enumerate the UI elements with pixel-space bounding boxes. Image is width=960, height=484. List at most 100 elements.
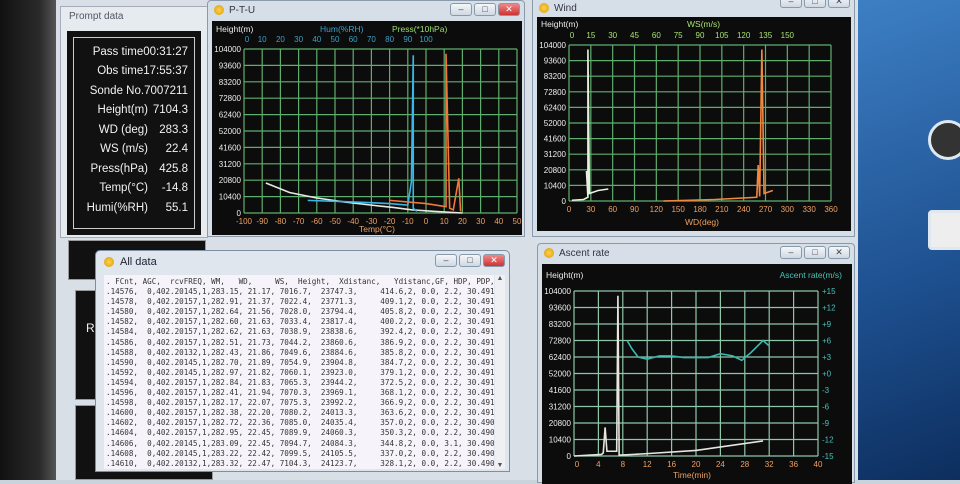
prompt-value: 00:31:27 — [143, 45, 188, 58]
wind-direction-trace — [663, 49, 774, 202]
prompt-row: Height(m) 7104.3 — [76, 101, 192, 121]
prompt-label: Pass time — [92, 45, 144, 58]
tick-label: +12 — [822, 304, 836, 313]
tick-label: 40 — [814, 460, 823, 469]
y2-axis-label: Ascent rate(m/s) — [780, 270, 843, 280]
prompt-row: Humi(%RH) 55.1 — [76, 198, 192, 218]
tick-label: 72800 — [549, 337, 572, 346]
maximize-button[interactable]: □ — [804, 246, 826, 259]
wind-speed-trace — [571, 49, 609, 202]
tick-label: -20 — [384, 217, 396, 226]
tick-label: 70 — [367, 35, 376, 44]
tick-label: -15 — [822, 452, 834, 461]
data-row: .14594, 0,402.20157,1,282.84, 21.83, 706… — [106, 377, 494, 387]
prompt-value: 22.4 — [165, 143, 188, 156]
tick-label: 10400 — [219, 193, 242, 202]
tick-label: 240 — [737, 205, 751, 214]
desktop-icon[interactable] — [928, 120, 960, 160]
y-axis-label: Height(m) — [216, 24, 253, 34]
tick-label: 32 — [765, 460, 774, 469]
data-row: .14588, 0,402.20132,1,282.43, 21.86, 704… — [106, 347, 494, 357]
minimize-button[interactable]: – — [450, 3, 472, 16]
tick-label: -30 — [366, 217, 378, 226]
wind-window: Wind – □ ✕ 0 10400 20800 31200 41600 52000 62400… — [532, 0, 855, 237]
status-label: R — [86, 321, 95, 335]
close-button[interactable]: ✕ — [498, 3, 520, 16]
close-button[interactable]: ✕ — [828, 246, 850, 259]
desktop-background — [858, 0, 960, 480]
tick-label: 15 — [586, 31, 595, 40]
tick-label: 210 — [715, 205, 729, 214]
prompt-label: Temp(°C) — [99, 182, 148, 195]
tick-label: 120 — [737, 31, 751, 40]
tick-label: 60 — [349, 35, 358, 44]
ascent-rate-trace — [626, 339, 770, 362]
ascent-rate-chart: 0104002080031200416005200062400728008320… — [542, 264, 852, 484]
prompt-value: 425.8 — [159, 162, 188, 175]
prompt-label: WS (m/s) — [100, 143, 148, 156]
data-text-area[interactable]: . FCnt, AGC, rcvFREQ, WM, WD, WS, Height… — [104, 275, 494, 469]
tick-label: 75 — [674, 31, 683, 40]
minimize-button[interactable]: – — [435, 254, 457, 267]
tick-label: 93600 — [544, 57, 567, 66]
tick-label: -60 — [311, 217, 323, 226]
tick-label: 16 — [667, 460, 676, 469]
tick-label: 360 — [824, 205, 838, 214]
data-row: .14580, 0,402.20157,1,282.64, 21.56, 702… — [106, 307, 494, 317]
tick-label: 41600 — [544, 135, 567, 144]
prompt-row: Press(hPa) 425.8 — [76, 159, 192, 179]
x-axis-label: Time(min) — [673, 470, 711, 480]
all-data-window: All data – □ ✕ . FCnt, AGC, rcvFREQ, WM, W… — [95, 250, 510, 472]
minimize-button[interactable]: – — [780, 246, 802, 259]
ptu-chart: 0104002080031200416005200062400728008320… — [212, 21, 522, 235]
minimize-button[interactable]: – — [780, 0, 802, 8]
tick-label: 50 — [331, 35, 340, 44]
x-axis-label: WD(deg) — [685, 217, 719, 227]
scroll-up-button[interactable]: ▲ — [496, 275, 504, 282]
close-button[interactable]: ✕ — [828, 0, 850, 8]
tick-label: 20800 — [219, 176, 242, 185]
tick-label: 45 — [630, 31, 639, 40]
prompt-value: 7007211 — [144, 84, 188, 97]
tick-label: +0 — [822, 370, 832, 379]
close-button[interactable]: ✕ — [483, 254, 505, 267]
data-row: .14590, 0,402.20145,1,282.70, 21.89, 705… — [106, 357, 494, 367]
tick-label: 93600 — [549, 304, 572, 313]
prompt-row: Temp(°C) -14.8 — [76, 179, 192, 199]
prompt-row: WD (deg) 283.3 — [76, 120, 192, 140]
maximize-button[interactable]: □ — [459, 254, 481, 267]
tick-label: 104000 — [539, 41, 566, 50]
tick-label: 180 — [693, 205, 707, 214]
prompt-label: Humi(%RH) — [86, 201, 148, 214]
tick-label: 62400 — [544, 103, 567, 112]
pressure-trace — [389, 53, 462, 212]
maximize-button[interactable]: □ — [804, 0, 826, 8]
tick-label: 150 — [671, 205, 685, 214]
data-row: .14604, 0,402.20157,1,282.95, 22.45, 708… — [106, 428, 494, 438]
tick-label: +3 — [822, 353, 832, 362]
tick-label: 0 — [237, 209, 242, 218]
tick-label: 41600 — [219, 143, 242, 152]
data-row: .14602, 0,402.20157,1,282.72, 22.36, 708… — [106, 418, 494, 428]
tick-label: 300 — [781, 205, 795, 214]
tick-label: -90 — [256, 217, 268, 226]
tick-label: 31200 — [549, 403, 572, 412]
desktop-icon[interactable] — [928, 210, 960, 250]
maximize-button[interactable]: □ — [474, 3, 496, 16]
tick-label: +6 — [822, 337, 832, 346]
tick-label: -9 — [822, 419, 830, 428]
prompt-row: Pass time 00:31:27 — [76, 42, 192, 62]
tick-label: 60 — [608, 205, 617, 214]
tick-label: 0 — [567, 452, 572, 461]
y-axis-label: Height(m) — [541, 19, 578, 29]
scroll-down-button[interactable]: ▼ — [496, 462, 504, 469]
data-row: .14592, 0,402.20145,1,282.97, 21.82, 706… — [106, 367, 494, 377]
window-title: Wind — [554, 2, 577, 14]
tick-label: -70 — [293, 217, 305, 226]
app-icon — [539, 3, 549, 13]
app-icon — [104, 257, 114, 267]
vertical-scrollbar[interactable]: ▲ ▼ — [495, 275, 505, 469]
tick-label: -100 — [236, 217, 253, 226]
tick-label: -80 — [275, 217, 287, 226]
tick-label: 90 — [630, 205, 639, 214]
